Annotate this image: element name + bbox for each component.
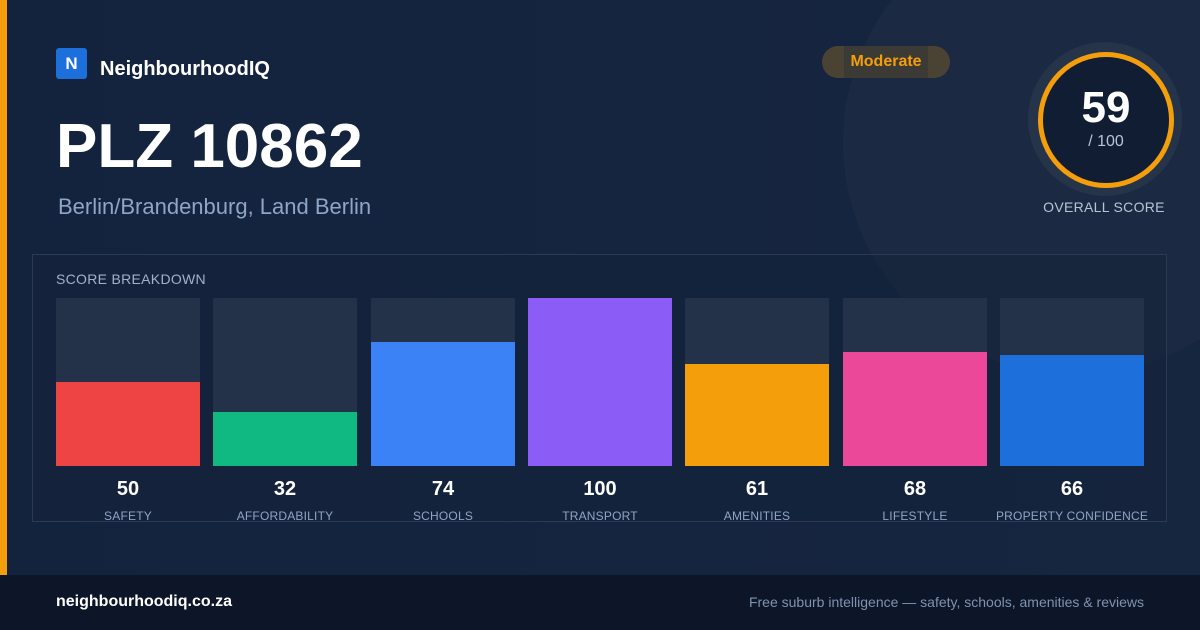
score-bar-track xyxy=(528,298,672,466)
brand-name: NeighbourhoodIQ xyxy=(100,58,270,80)
overall-score-max: / 100 xyxy=(1088,133,1124,150)
score-bar-label: SCHOOLS xyxy=(412,509,474,523)
footer-tagline: Free suburb intelligence — safety, schoo… xyxy=(748,594,1144,610)
brand-logo-icon: N xyxy=(56,48,87,79)
score-bar-value: 68 xyxy=(903,478,927,500)
score-bar-value: 100 xyxy=(583,478,617,500)
score-bar-fill xyxy=(528,298,672,466)
score-bar-track xyxy=(1000,298,1144,466)
score-bar-amenities: 61 AMENITIES xyxy=(685,298,829,523)
score-bar-track xyxy=(685,298,829,466)
score-bar-track xyxy=(843,298,987,466)
rating-badge-label: Moderate xyxy=(850,53,922,70)
score-breakdown-title: SCORE BREAKDOWN xyxy=(56,271,206,287)
score-bar-track xyxy=(371,298,515,466)
score-bar-affordability: 32 AFFORDABILITY xyxy=(213,298,357,523)
location-subtitle: Berlin/Brandenburg, Land Berlin xyxy=(58,194,372,219)
score-bar-label: PROPERTY CONFIDENCE xyxy=(995,509,1149,523)
page-title: PLZ 10862 xyxy=(56,112,363,181)
score-bar-lifestyle: 68 LIFESTYLE xyxy=(843,298,987,523)
score-bar-label: TRANSPORT xyxy=(562,509,638,523)
score-bar-label: AFFORDABILITY xyxy=(236,509,334,523)
score-bar-track xyxy=(213,298,357,466)
accent-bar xyxy=(0,0,7,575)
score-bar-schools: 74 SCHOOLS xyxy=(371,298,515,523)
score-bar-fill xyxy=(56,382,200,466)
score-bar-value: 50 xyxy=(116,478,140,500)
overall-score-ring: 59 / 100 xyxy=(1038,52,1174,188)
score-bar-fill xyxy=(371,341,515,466)
score-bar-value: 32 xyxy=(273,478,297,500)
rating-badge: Moderate xyxy=(822,46,950,78)
score-bar-value: 74 xyxy=(431,478,455,500)
footer-domain: neighbourhoodiq.co.za xyxy=(56,593,232,610)
score-bar-label: SAFETY xyxy=(104,509,152,523)
score-bar-value: 66 xyxy=(1060,478,1084,500)
score-bar-fill xyxy=(685,363,829,466)
score-bar-label: AMENITIES xyxy=(723,509,791,523)
score-bar-transport: 100 TRANSPORT xyxy=(528,298,672,523)
score-bar-fill xyxy=(843,351,987,466)
score-bar-fill xyxy=(213,412,357,466)
score-bar-safety: 50 SAFETY xyxy=(56,298,200,523)
score-bar-value: 61 xyxy=(745,478,769,500)
score-bar-track xyxy=(56,298,200,466)
footer: neighbourhoodiq.co.za Free suburb intell… xyxy=(0,575,1200,630)
brand: N NeighbourhoodIQ xyxy=(56,46,270,81)
overall-score-value: 59 xyxy=(1081,83,1131,132)
score-bar-property-confidence: 66 PROPERTY CONFIDENCE xyxy=(996,298,1148,523)
score-bar-fill xyxy=(1000,355,1144,466)
overall-score-caption: OVERALL SCORE xyxy=(1043,199,1165,215)
score-bar-label: LIFESTYLE xyxy=(882,509,948,523)
